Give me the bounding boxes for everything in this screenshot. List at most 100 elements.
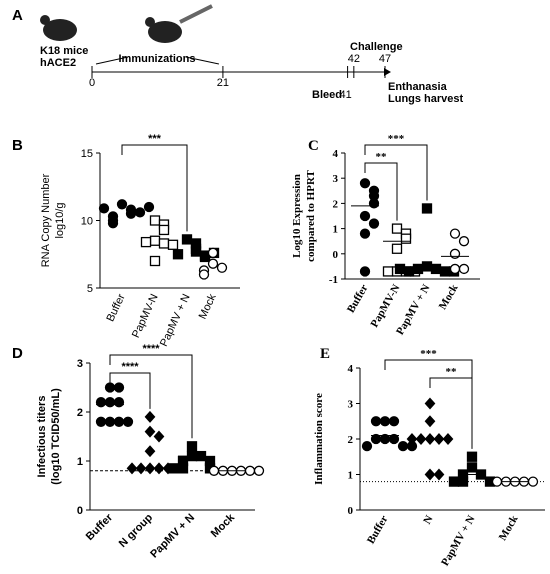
significance-label: ** bbox=[446, 366, 458, 378]
y-tick-label: 3 bbox=[333, 173, 339, 185]
x-tick-label: Buffer bbox=[105, 292, 128, 324]
data-point bbox=[104, 416, 116, 427]
phase-label: Immunizations bbox=[118, 53, 195, 65]
x-tick-label: PapMV-N bbox=[368, 282, 402, 329]
y-axis-label: (log10 TCID50/mL) bbox=[50, 388, 62, 485]
significance-bracket bbox=[364, 144, 428, 201]
data-point bbox=[113, 416, 125, 427]
data-point bbox=[527, 476, 539, 487]
timeline-tick-label: 21 bbox=[217, 77, 229, 89]
data-point bbox=[388, 416, 400, 427]
significance-bracket bbox=[364, 162, 398, 221]
x-tick-label: Buffer bbox=[365, 513, 391, 546]
data-point bbox=[382, 266, 394, 277]
x-tick-label: Buffer bbox=[345, 282, 371, 315]
data-point bbox=[424, 397, 436, 410]
data-point bbox=[149, 215, 161, 226]
data-point bbox=[458, 263, 470, 275]
x-tick-label: Mock bbox=[209, 511, 238, 540]
y-tick-label: 15 bbox=[81, 148, 93, 160]
y-tick-label: 0 bbox=[77, 505, 83, 517]
significance-label: *** bbox=[148, 133, 162, 145]
data-point bbox=[208, 465, 220, 476]
data-point bbox=[397, 440, 409, 452]
data-point bbox=[113, 382, 125, 393]
y-axis-label: compared to HPRT bbox=[305, 170, 317, 262]
data-point bbox=[158, 238, 170, 249]
data-point bbox=[207, 247, 219, 259]
data-point bbox=[394, 263, 406, 275]
panel-label: D bbox=[12, 345, 23, 362]
data-point bbox=[116, 199, 128, 210]
y-tick-label: 1 bbox=[333, 224, 339, 236]
data-point bbox=[433, 468, 445, 481]
data-point bbox=[491, 476, 503, 487]
data-point bbox=[448, 476, 460, 487]
y-tick-label: 4 bbox=[333, 148, 339, 160]
data-point bbox=[143, 201, 155, 213]
y-tick-label: 1 bbox=[77, 456, 83, 468]
y-axis-label: RNA Copy Number bbox=[40, 173, 52, 267]
data-point bbox=[424, 415, 436, 428]
data-point bbox=[149, 255, 161, 267]
x-tick-label: PapMV + N bbox=[439, 513, 478, 568]
panel-label: C bbox=[308, 138, 319, 154]
x-tick-label: PapMV + N bbox=[148, 512, 197, 561]
y-tick-label: 3 bbox=[348, 399, 354, 411]
y-tick-label: 5 bbox=[87, 283, 93, 295]
significance-bracket bbox=[429, 377, 473, 449]
timeline-tick-label: 0 bbox=[89, 77, 95, 89]
mouse-ear bbox=[145, 17, 155, 27]
data-point bbox=[126, 462, 138, 475]
data-point bbox=[190, 246, 202, 257]
data-point bbox=[368, 198, 380, 209]
data-point bbox=[168, 463, 180, 474]
data-point bbox=[421, 203, 433, 214]
data-point bbox=[466, 451, 478, 462]
data-point bbox=[153, 430, 165, 443]
y-tick-label: -1 bbox=[329, 274, 338, 286]
y-axis-label: log10/g bbox=[54, 202, 66, 238]
mouse-ear bbox=[40, 15, 50, 25]
y-axis-label: Infectious titers bbox=[36, 396, 48, 478]
data-point bbox=[388, 433, 400, 445]
phase-arrow bbox=[185, 56, 220, 65]
data-point bbox=[368, 218, 380, 229]
data-point bbox=[449, 263, 461, 275]
panel-label: E bbox=[320, 346, 330, 362]
y-tick-label: 3 bbox=[77, 358, 83, 370]
data-point bbox=[149, 235, 161, 246]
data-point bbox=[244, 465, 256, 476]
mouse-icon bbox=[148, 21, 182, 43]
dot-plot: B 5 10 15 RNA Copy Number log10/g Buffer PapMV-… bbox=[12, 133, 240, 349]
data-point bbox=[95, 397, 107, 408]
data-point bbox=[125, 208, 137, 219]
arrow-head bbox=[384, 68, 391, 76]
x-tick-label: PapMV + N bbox=[158, 292, 193, 348]
significance-label: ** bbox=[376, 151, 388, 163]
y-tick-label: 0 bbox=[333, 249, 339, 261]
y-tick-label: 4 bbox=[348, 363, 354, 375]
y-tick-label: 0 bbox=[348, 505, 354, 517]
data-point bbox=[104, 397, 116, 408]
y-axis-label: Log10 Expression bbox=[291, 174, 303, 258]
timeline-tick-label: 41 bbox=[339, 89, 351, 101]
data-point bbox=[198, 269, 210, 280]
panel-label: A bbox=[12, 7, 23, 24]
data-point bbox=[457, 476, 469, 487]
significance-label: **** bbox=[142, 343, 160, 355]
data-point bbox=[458, 236, 470, 247]
data-point bbox=[406, 433, 418, 445]
phase-label: Challenge bbox=[350, 41, 403, 53]
data-point bbox=[186, 441, 198, 452]
significance-label: **** bbox=[121, 361, 139, 373]
event-label: Enthanasia bbox=[388, 81, 448, 93]
data-point bbox=[421, 261, 433, 272]
data-point bbox=[122, 416, 134, 427]
data-point bbox=[95, 416, 107, 427]
mouse-icon bbox=[43, 19, 77, 41]
syringe bbox=[179, 4, 213, 24]
data-point bbox=[370, 416, 382, 427]
data-point bbox=[177, 463, 189, 474]
data-point bbox=[370, 433, 382, 445]
